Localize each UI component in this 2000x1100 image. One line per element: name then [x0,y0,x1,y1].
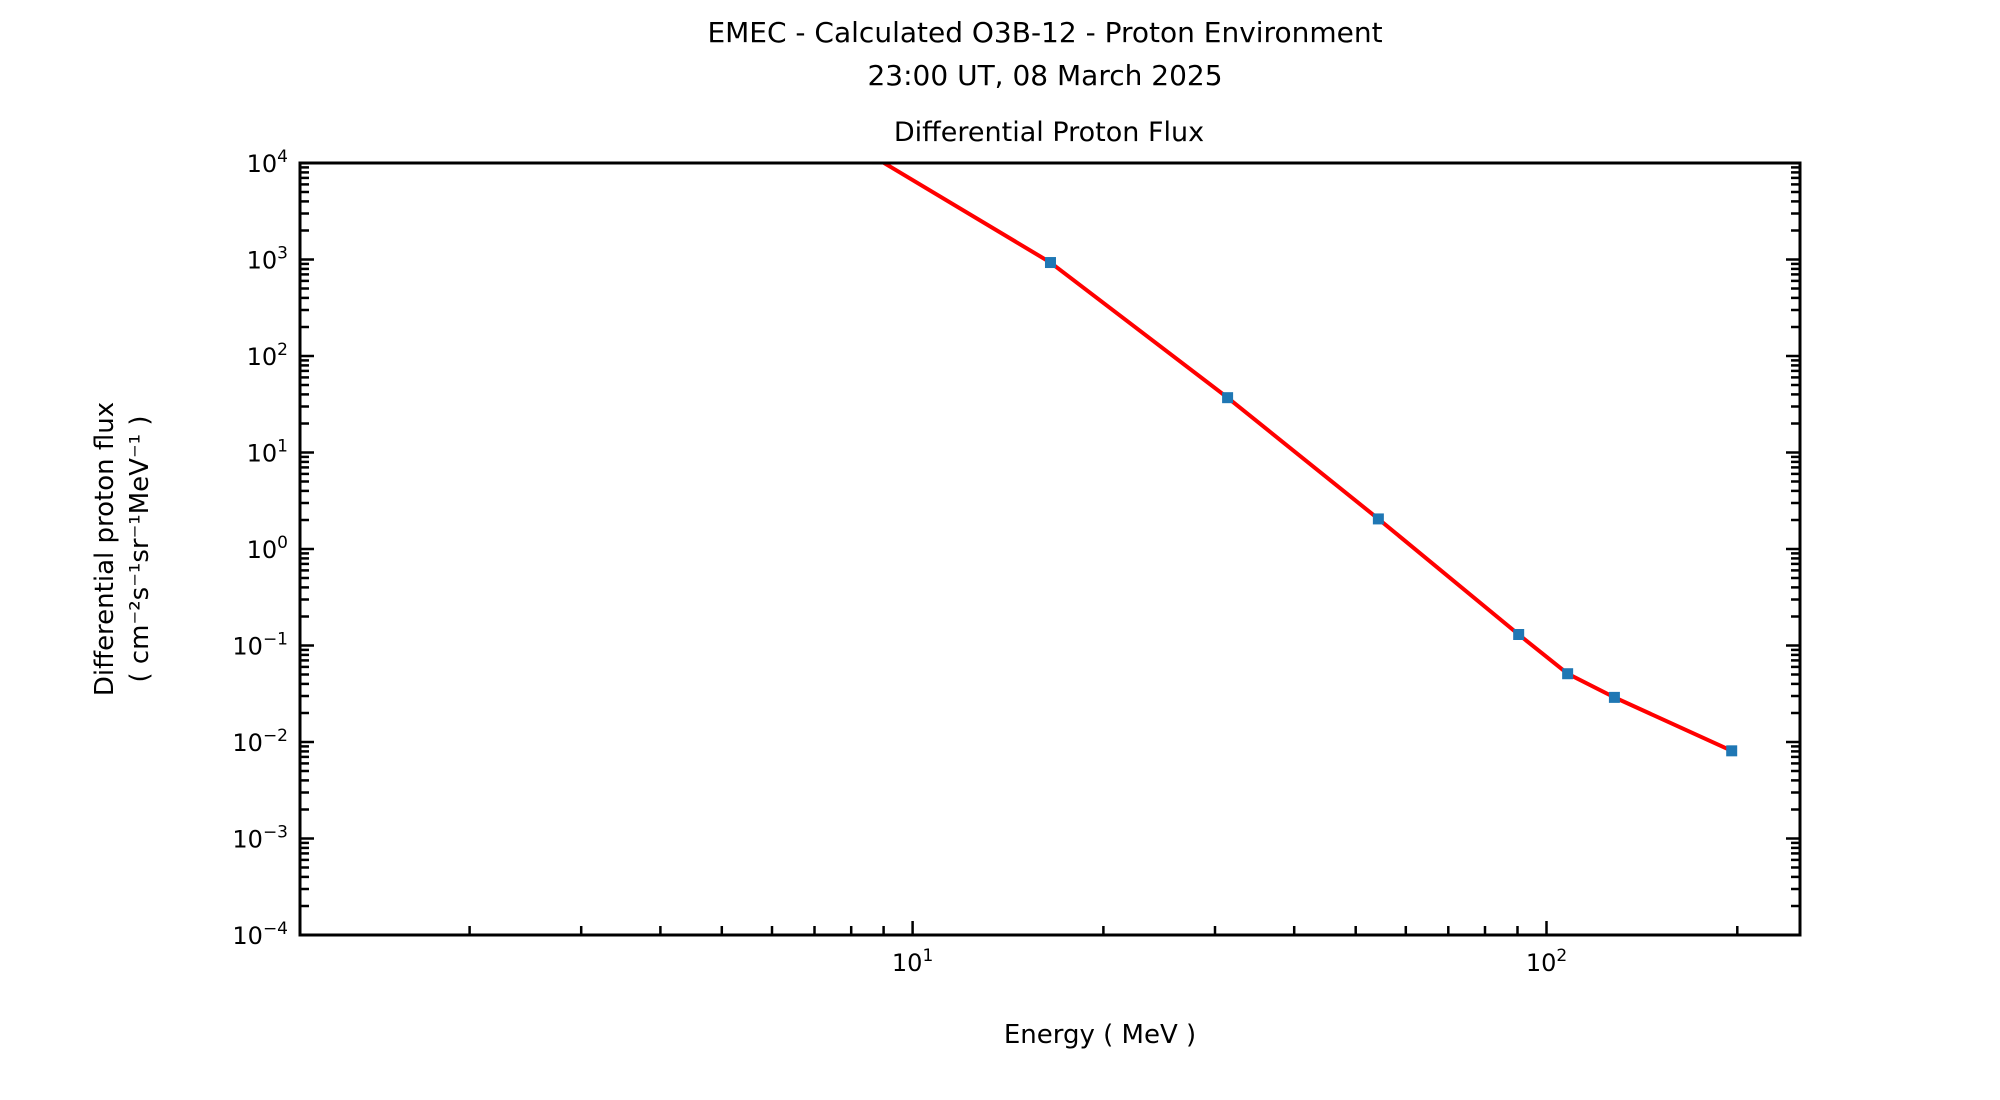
y-tick-label: 102 [247,340,288,371]
data-point-marker [1044,257,1056,269]
axes-spines [298,161,1802,937]
y-tick-label: 101 [247,437,288,468]
data-point-marker [1608,691,1620,703]
y-tick-label: 10−2 [232,726,288,757]
series-layer [871,163,1738,757]
y-tick-label: 100 [247,533,288,564]
y-axis-label-line-1: Differential proton flux [90,402,120,696]
y-tick-label: 103 [247,244,288,275]
y-tick-label: 10−1 [232,630,288,661]
y-tick-label: 104 [247,147,288,178]
chart-layer: 104 103 102 101 100 10−1 10−2 10−3 10−4 101 102 [232,147,1802,977]
ticks-layer [300,161,1800,937]
data-point-marker [1222,392,1234,404]
data-point-marker [1726,745,1738,757]
suptitle-line-1: EMEC - Calculated O3B-12 - Proton Enviro… [707,16,1382,49]
x-tick-label: 101 [892,946,933,977]
flux-line [880,163,1733,753]
x-tick-label: 102 [1526,946,1567,977]
tick-labels-layer: 104 103 102 101 100 10−1 10−2 10−3 10−4 101 102 [232,147,1567,977]
data-point-marker [1513,629,1525,640]
data-point-marker [1562,668,1574,680]
x-axis-label: Energy ( MeV ) [1004,1020,1196,1050]
suptitle-line-2: 23:00 UT, 08 March 2025 [867,59,1222,92]
axes-title: Differential Proton Flux [894,117,1204,148]
y-axis-label-line-2: ( cm⁻²s⁻¹sr⁻¹MeV⁻¹ ) [125,415,155,682]
data-point-marker [1372,513,1384,525]
y-tick-label: 10−4 [232,919,288,950]
y-tick-label: 10−3 [232,823,288,854]
